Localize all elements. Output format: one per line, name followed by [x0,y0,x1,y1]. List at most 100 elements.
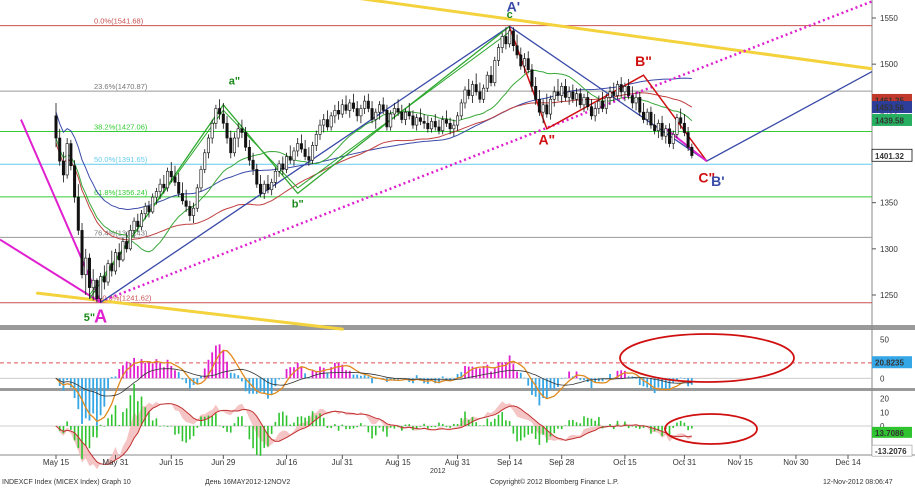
indicator1-bar [527,378,530,386]
candle [303,139,307,161]
indicator2-bar [419,426,422,427]
candle-body [541,104,545,113]
candle-body [571,91,575,100]
candle-body [348,102,352,111]
candle [273,167,277,188]
indicator2-bar [211,415,213,426]
indicator1-bar [430,378,433,379]
date-tick-label: Dec 14 [835,458,861,467]
indicator2-bar [341,424,344,426]
candle-body [136,220,140,227]
indicator2-bar [516,426,518,442]
candle-body [69,143,73,167]
indicator2-bar [155,418,158,426]
indicator1-bar [635,378,637,379]
indicator2-bar [174,426,176,435]
candle-body [679,117,683,124]
fib-level-label: 23.6%(1470.87) [94,82,148,91]
candle [571,84,575,103]
candle-body [158,183,162,192]
candle [560,82,564,103]
candle [690,143,694,159]
candle-body [459,102,463,117]
candle-body [337,110,341,115]
indicator1-bar [345,370,347,379]
candle-body [593,108,597,117]
indicator2-bar [638,426,641,429]
indicator1-tick-label: 0 [880,374,885,383]
candle-body [530,69,534,87]
indicator2-bar [118,425,121,426]
candle [337,101,341,120]
indicator2-bar [293,422,295,426]
indicator2-tag-box [871,444,913,457]
candle [381,97,385,115]
candle-body [61,160,65,176]
candle [418,108,422,126]
date-tick-label: Jun 15 [159,458,184,467]
indicator2-bar [70,426,72,430]
candle-body [106,263,110,283]
indicator1-bar [270,378,273,395]
indicator1-bar [374,378,377,379]
candle-body [162,183,166,189]
candle-body [340,104,344,115]
candle-body [262,183,266,194]
indicator2-bar [627,426,630,429]
candle [259,174,263,198]
candle [69,139,73,171]
candle-body [456,115,460,126]
indicator1-bar [549,378,552,390]
indicator1-bar [103,378,106,407]
indicator2-bar [233,423,236,426]
price-tag-value: 1461.25 [875,96,904,105]
candle [682,114,686,137]
price-tag-value: 1439.58 [875,116,904,125]
indicator2-bar [248,426,251,440]
indicator1-bar [255,378,258,394]
indicator2-bar [360,423,362,426]
candle-body [65,143,69,176]
indicator2-bar [423,423,425,426]
indicator1-bar [296,362,299,379]
indicator1-bar [196,378,199,384]
indicator1-bar [601,378,604,382]
candle-body [392,108,396,115]
indicator2-bar [612,426,615,430]
indicator2-bar [676,422,678,426]
indicator1-bar [88,378,91,421]
candle [433,114,437,131]
indicator2-bar [389,426,392,428]
candle-body [95,279,99,299]
candle-body [140,213,144,227]
candle [355,101,359,122]
candle [99,272,103,303]
indicator1-bar [434,378,437,384]
indicator2-bar [267,426,269,447]
indicator2-bar [631,426,634,427]
candle [597,95,601,115]
indicator2-bar [66,421,68,426]
panel-separator [0,325,915,330]
indicator1-bar [657,378,660,388]
candle [459,99,463,120]
indicator1-bar [107,378,109,390]
fib-level-label: 50.0%(1391.65) [94,155,148,164]
indicator2-bar [467,419,470,426]
candle-body [192,207,196,216]
indicator2-bar [334,424,336,426]
indicator1-bar [248,378,251,394]
candle [370,101,374,124]
indicator2-bar [464,411,466,426]
indicator2-bar [557,426,559,429]
indicator1-layer: 50 20 0 20.8235 [0,333,912,431]
candle-body [474,84,478,93]
candle-body [210,122,214,139]
candle [73,160,77,203]
candle-body [229,137,233,154]
price-tick-label: 1550 [880,14,898,23]
candle [638,91,642,116]
candle [76,184,80,235]
footer-layer: INDEXCF Index (MICEX Index) Graph 10 Ден… [2,468,893,486]
indicator2-bar [441,423,444,426]
